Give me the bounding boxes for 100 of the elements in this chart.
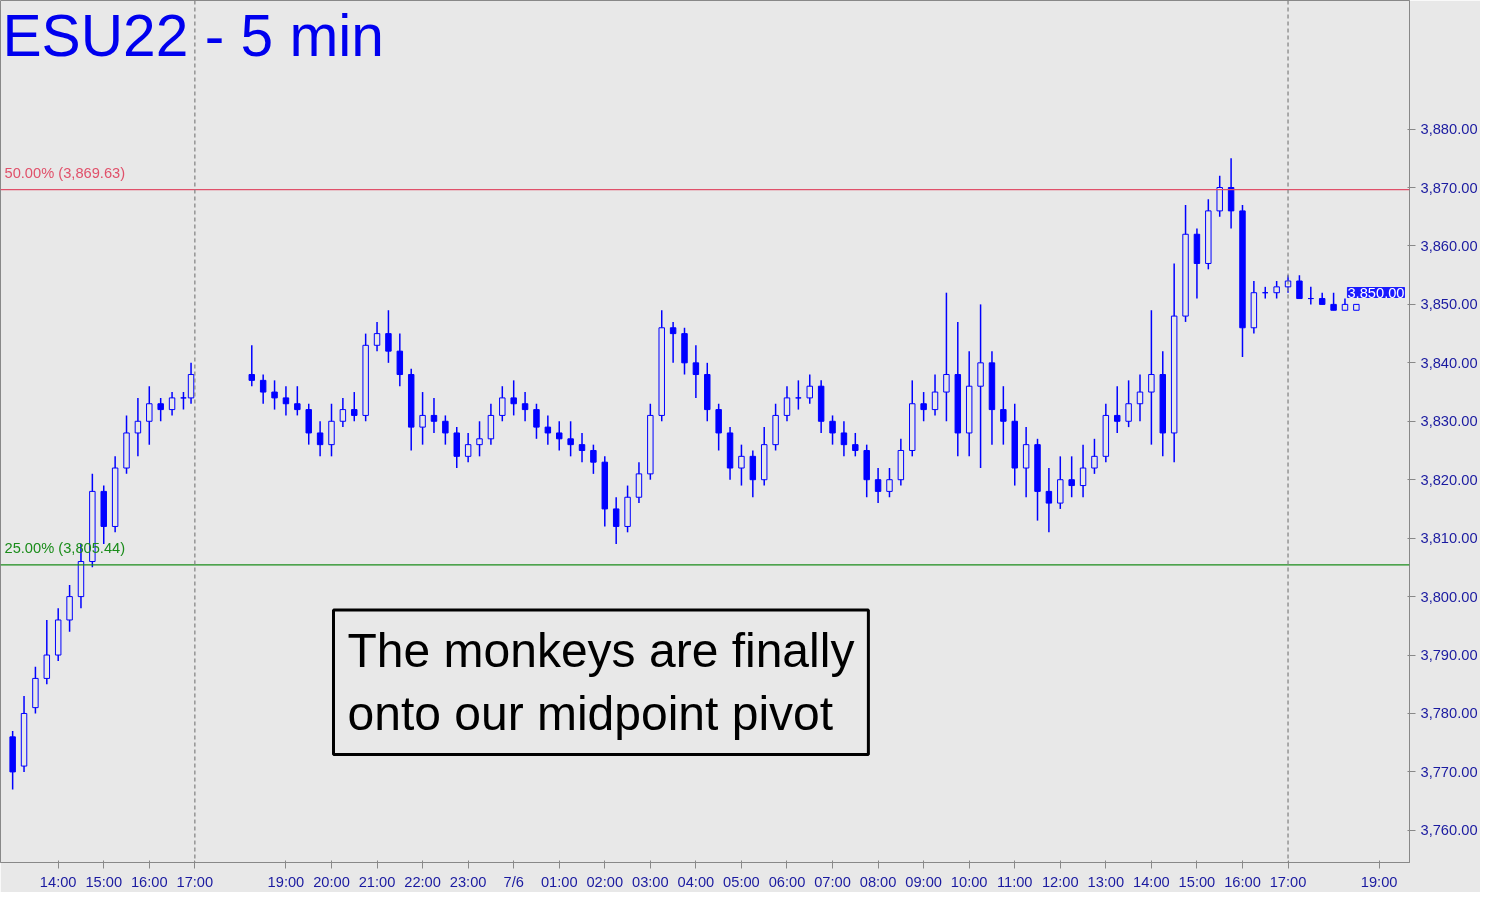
candlestick xyxy=(271,379,278,411)
x-tick-label: 08:00 xyxy=(859,873,897,890)
x-tick-label: 11:00 xyxy=(996,873,1033,890)
annotation: The monkeys are finally onto our midpoint pivot xyxy=(347,623,855,741)
candlestick xyxy=(464,432,472,463)
candlestick xyxy=(556,420,563,452)
x-tick-label: 7/6 xyxy=(503,873,524,890)
candlestick xyxy=(1000,385,1007,446)
candlestick xyxy=(1136,373,1144,423)
x-tick-label: 22:00 xyxy=(404,873,441,890)
candlestick xyxy=(1148,309,1155,446)
x-tick-label: 19:00 xyxy=(267,873,305,890)
x-tick-label: 02:00 xyxy=(586,873,624,890)
candlestick xyxy=(487,402,495,446)
candlestick xyxy=(316,420,324,458)
x-tick-label: 05:00 xyxy=(723,873,760,890)
candlestick xyxy=(1227,157,1235,230)
y-tick-label: 3,820.00 xyxy=(1420,471,1478,488)
candlestick xyxy=(635,461,643,504)
x-tick-label: 07:00 xyxy=(814,873,851,890)
y-tick-label: 3,870.00 xyxy=(1420,179,1478,196)
x-tick-label: 09:00 xyxy=(905,873,942,890)
candlestick xyxy=(1057,455,1064,510)
candlestick xyxy=(977,303,984,469)
candlestick xyxy=(328,402,335,458)
candlestick xyxy=(476,420,483,458)
x-tick-label: 19:00 xyxy=(1360,873,1398,890)
y-tick-label: 3,810.00 xyxy=(1420,530,1478,547)
candlestick xyxy=(351,391,358,423)
candlestick xyxy=(1125,379,1132,428)
x-tick-label: 10:00 xyxy=(950,873,988,890)
annotation: 3,850.00 xyxy=(1347,284,1405,301)
y-tick-label: 3,770.00 xyxy=(1420,763,1478,780)
candlestick xyxy=(499,385,506,423)
x-tick-label: 15:00 xyxy=(1178,873,1216,890)
candlestick xyxy=(385,309,392,364)
candlestick xyxy=(943,291,950,423)
candlestick xyxy=(874,467,882,504)
candlestick xyxy=(578,432,586,463)
candlestick xyxy=(738,443,745,487)
candlestick xyxy=(533,402,540,440)
candlestick xyxy=(282,385,290,417)
candlestick xyxy=(1022,426,1030,498)
x-tick-label: 06:00 xyxy=(768,873,806,890)
candlestick xyxy=(294,385,301,417)
candlestick xyxy=(442,414,449,446)
y-tick-label: 3,830.00 xyxy=(1420,413,1478,430)
candlestick xyxy=(419,391,426,446)
x-tick-label: 21:00 xyxy=(358,873,396,890)
candlestick xyxy=(259,373,267,405)
y-tick-label: 3,800.00 xyxy=(1420,588,1478,605)
x-tick-label: 23:00 xyxy=(449,873,487,890)
candlestick xyxy=(510,379,517,417)
x-tick-label: 01:00 xyxy=(540,873,578,890)
candlestick xyxy=(305,402,312,446)
y-tick-label: 3,760.00 xyxy=(1420,822,1478,839)
y-tick-label: 3,860.00 xyxy=(1420,237,1478,254)
x-tick-label: 16:00 xyxy=(1224,873,1261,890)
candlestick xyxy=(1113,385,1121,434)
x-tick-label: 14:00 xyxy=(1133,873,1170,890)
ref-line-label: 50.00% (3,869.63) xyxy=(4,164,126,181)
candlestick xyxy=(430,397,438,434)
candlestick xyxy=(749,449,757,498)
x-tick-label: 20:00 xyxy=(313,873,350,890)
candlestick xyxy=(1068,455,1075,498)
candlestick xyxy=(886,467,893,498)
x-tick-label: 13:00 xyxy=(1087,873,1125,890)
candlestick xyxy=(795,379,802,411)
candlestick xyxy=(339,397,347,428)
candlestick xyxy=(1045,467,1053,534)
candlestick xyxy=(715,402,722,452)
y-tick-label: 3,880.00 xyxy=(1420,121,1478,138)
candlestick xyxy=(829,414,836,446)
candlestick xyxy=(373,321,381,352)
y-tick-label: 3,840.00 xyxy=(1420,354,1478,371)
y-tick-label: 3,850.00 xyxy=(1420,296,1478,313)
x-tick-label: 03:00 xyxy=(632,873,669,890)
candlestick xyxy=(783,385,791,423)
candlestick xyxy=(1091,438,1098,475)
candlestick xyxy=(669,321,677,364)
candlestick xyxy=(544,414,552,446)
candlestick xyxy=(1216,175,1223,218)
x-tick-label: 16:00 xyxy=(130,873,168,890)
candlestick xyxy=(852,432,859,458)
candlestick xyxy=(931,373,939,417)
candlestick xyxy=(567,420,574,458)
x-tick-label: 12:00 xyxy=(1041,873,1079,890)
x-tick-label: 04:00 xyxy=(677,873,715,890)
x-tick-label: 14:00 xyxy=(39,873,77,890)
candlestick xyxy=(612,496,620,545)
candlestick xyxy=(590,443,597,475)
x-tick-label: 15:00 xyxy=(85,873,123,890)
candlestick xyxy=(453,426,460,469)
candlestick xyxy=(1079,443,1087,498)
x-tick-label: 17:00 xyxy=(1269,873,1307,890)
candlestick xyxy=(920,391,927,423)
candlestick xyxy=(840,420,848,458)
candlestick xyxy=(396,332,404,387)
candlestick xyxy=(248,344,256,387)
candlestick xyxy=(806,373,813,405)
